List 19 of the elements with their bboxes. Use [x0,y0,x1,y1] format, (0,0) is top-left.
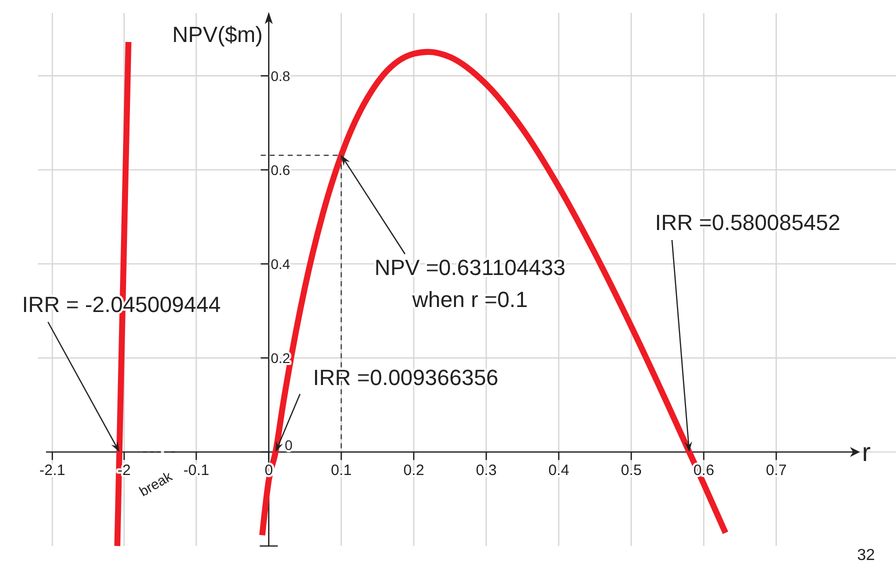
annotation: NPV =0.631104433 when r =0.1 [374,255,566,312]
y-tick-label: 0.4 [270,256,290,272]
x-tick-label: -2.1 [39,462,66,479]
annotation: break [136,467,176,500]
y-tick-label: 0.6 [270,162,290,178]
x-tick-label: 0.4 [548,462,570,479]
annotation: IRR =0.009366356 [313,365,498,390]
y-tick-label: 0.8 [270,68,290,84]
y-tick-label: 0 [284,436,293,453]
annotation: IRR =0.580085452 [655,210,840,235]
x-tick-label: 0.2 [403,462,424,479]
x-tick-label: 0.7 [766,462,787,479]
x-tick-label: 0.1 [330,462,352,479]
x-tick-label: 0.5 [620,462,642,479]
x-tick-label: 0.3 [476,462,497,479]
x-tick-label: -0.1 [183,462,210,479]
y-axis-title: NPV($m) [172,22,263,47]
text: 32 [857,547,875,563]
x-axis-title: r [862,436,871,467]
